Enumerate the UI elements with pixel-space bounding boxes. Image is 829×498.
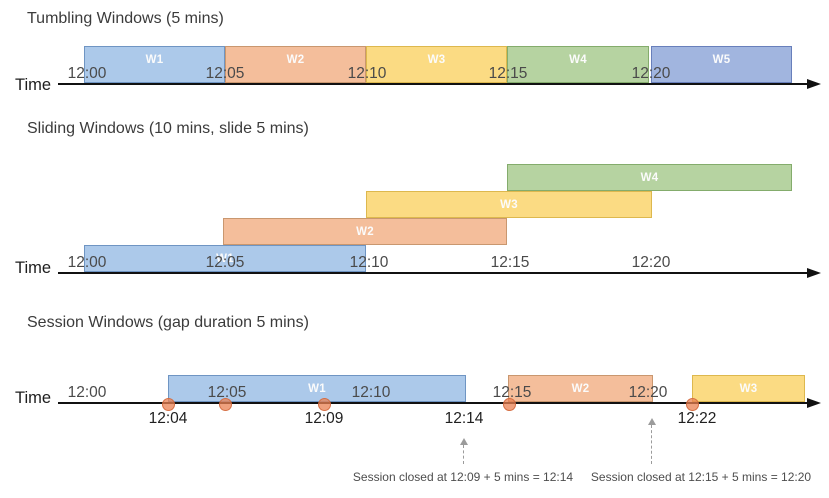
dashed-arrow-line [651,425,653,464]
time-axis-arrowhead-sliding [807,267,821,278]
event-time-label: 12:04 [148,410,188,427]
time-axis-sliding [58,272,807,274]
session-closed-note: Session closed at 12:09 + 5 mins = 12:14 [352,470,574,484]
tick-label-session: 12:20 [628,384,668,401]
dashed-arrow-line [463,445,465,464]
sliding-time-axis-label: Time [15,259,52,277]
window-box-sliding-w1: W1 [84,245,366,272]
window-box-tumbling-w4: W4 [507,46,649,83]
tumbling-section-title: Tumbling Windows (5 mins) [27,10,224,27]
window-box-tumbling-w3: W3 [366,46,507,83]
window-box-sliding-w3: W3 [366,191,652,218]
tick-label-session: 12:15 [492,384,532,401]
time-axis-tumbling [58,83,807,85]
session-time-axis-label: Time [15,389,52,407]
window-label-w2: W2 [286,54,305,66]
window-label-w2: W2 [571,382,590,395]
event-dot [218,397,232,411]
sliding-section-title: Sliding Windows (10 mins, slide 5 mins) [27,120,309,137]
window-box-sliding-w2: W2 [223,218,507,245]
window-box-tumbling-w1: W1 [84,46,225,83]
event-dot [161,397,175,411]
window-label-w3: W3 [427,54,446,66]
tick-label-tumbling: 12:10 [347,65,387,82]
tick-label-sliding: 12:20 [631,254,671,271]
window-label-w3: W3 [500,198,518,211]
tick-label-session: 12:00 [67,384,107,401]
window-label-w1: W1 [145,54,164,66]
event-dot [317,397,331,411]
window-label-w1: W1 [308,382,326,395]
session-section-title: Session Windows (gap duration 5 mins) [27,314,309,331]
window-label-w2: W2 [356,225,374,238]
time-axis-session [58,402,807,404]
window-box-tumbling-w5: W5 [651,46,792,83]
tick-label-sliding: 12:15 [490,254,530,271]
dashed-arrow-up-icon [647,418,656,425]
tick-label-session: 12:10 [351,384,391,401]
time-axis-arrowhead-session [807,397,821,408]
dashed-arrow-up-icon [459,438,468,445]
event-time-label: 12:09 [304,410,344,427]
window-box-session-w1: W1 [168,375,466,402]
window-label-w3: W3 [739,382,758,395]
window-label-w1: W1 [216,252,234,265]
tick-label-session: 12:05 [207,384,247,401]
tick-label-tumbling: 12:00 [67,65,107,82]
tick-label-sliding: 12:10 [349,254,389,271]
tumbling-time-axis-label: Time [15,76,52,94]
tick-label-tumbling: 12:20 [631,65,671,82]
tick-label-sliding: 12:05 [205,254,245,271]
window-label-w4: W4 [569,54,587,66]
tick-label-tumbling: 12:05 [205,65,245,82]
window-box-tumbling-w2: W2 [225,46,366,83]
session-closed-note: Session closed at 12:15 + 5 mins = 12:20 [590,470,812,484]
event-time-label: 12:22 [677,410,717,427]
tick-label-sliding: 12:00 [67,254,107,271]
window-box-session-w2: W2 [508,375,653,402]
window-label-w5: W5 [712,54,731,66]
event-time-label: 12:14 [444,410,484,427]
window-label-w4: W4 [640,171,659,184]
event-dot [502,397,516,411]
event-dot [685,397,699,411]
window-box-session-w3: W3 [692,375,805,402]
window-box-sliding-w4: W4 [507,164,792,191]
tick-label-tumbling: 12:15 [488,65,528,82]
time-axis-arrowhead-tumbling [807,78,821,89]
